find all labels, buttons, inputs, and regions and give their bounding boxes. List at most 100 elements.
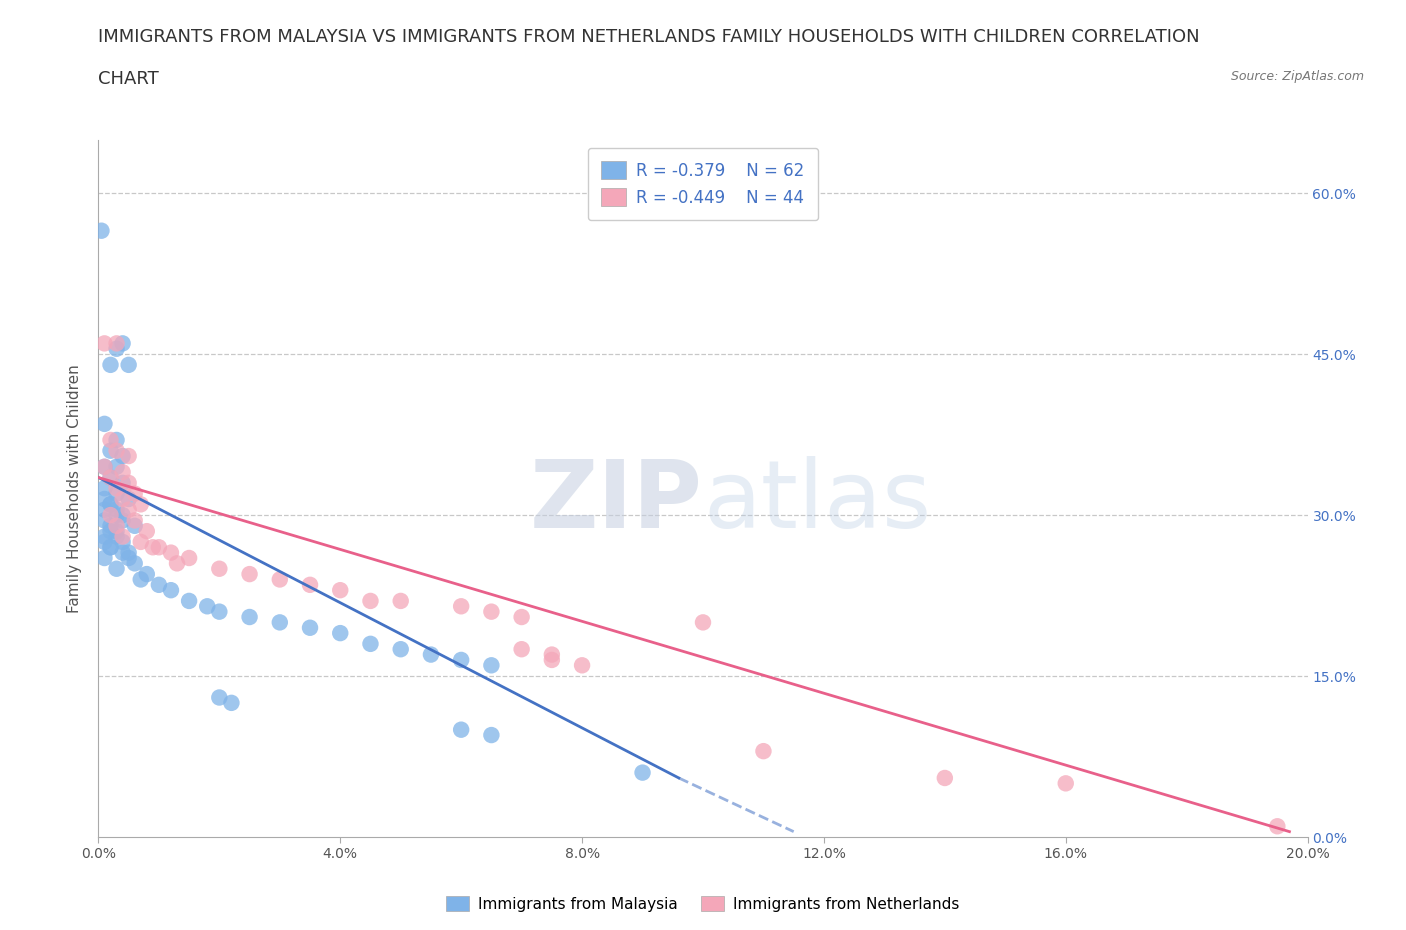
Point <box>111 535 134 550</box>
Point <box>93 492 115 507</box>
Point <box>111 508 134 523</box>
Point <box>221 696 243 711</box>
Point <box>540 647 562 662</box>
Point <box>481 727 503 742</box>
Point <box>118 502 141 517</box>
Point <box>105 336 128 351</box>
Point <box>752 744 775 759</box>
Point <box>389 593 412 608</box>
Point <box>100 497 122 512</box>
Point <box>208 562 231 577</box>
Point <box>93 481 115 496</box>
Point <box>93 417 115 432</box>
Point <box>100 432 122 447</box>
Point <box>100 470 122 485</box>
Point <box>105 459 128 474</box>
Point <box>269 572 291 587</box>
Point <box>160 545 183 560</box>
Text: atlas: atlas <box>703 457 931 548</box>
Point <box>179 551 201 565</box>
Point <box>105 529 128 544</box>
Point <box>105 502 128 517</box>
Point <box>179 593 201 608</box>
Point <box>105 486 128 501</box>
Point <box>118 551 141 565</box>
Point <box>118 448 141 463</box>
Point <box>111 529 134 544</box>
Point <box>100 539 122 554</box>
Point <box>105 444 128 458</box>
Point <box>510 609 533 624</box>
Point <box>571 658 593 672</box>
Point <box>239 566 262 581</box>
Point <box>124 486 146 501</box>
Point <box>299 578 322 592</box>
Point <box>540 653 562 668</box>
Point <box>142 539 165 554</box>
Point <box>299 620 322 635</box>
Text: IMMIGRANTS FROM MALAYSIA VS IMMIGRANTS FROM NETHERLANDS FAMILY HOUSEHOLDS WITH C: IMMIGRANTS FROM MALAYSIA VS IMMIGRANTS F… <box>98 28 1201 46</box>
Point <box>481 658 503 672</box>
Point <box>129 535 152 550</box>
Point <box>111 513 134 528</box>
Point <box>105 562 128 577</box>
Point <box>93 529 115 544</box>
Point <box>135 524 157 538</box>
Point <box>450 653 472 668</box>
Text: CHART: CHART <box>98 70 159 87</box>
Point <box>934 771 956 786</box>
Point <box>100 497 122 512</box>
Point <box>129 497 152 512</box>
Point <box>100 470 122 485</box>
Point <box>450 723 472 737</box>
Point <box>124 556 146 571</box>
Legend: Immigrants from Malaysia, Immigrants from Netherlands: Immigrants from Malaysia, Immigrants fro… <box>440 889 966 918</box>
Point <box>129 572 152 587</box>
Point <box>1054 776 1077 790</box>
Point <box>208 604 231 619</box>
Legend: R = -0.379    N = 62, R = -0.449    N = 44: R = -0.379 N = 62, R = -0.449 N = 44 <box>588 148 818 220</box>
Point <box>360 593 382 608</box>
Point <box>105 481 128 496</box>
Point <box>481 604 503 619</box>
Point <box>420 647 443 662</box>
Point <box>93 459 115 474</box>
Text: Source: ZipAtlas.com: Source: ZipAtlas.com <box>1230 70 1364 83</box>
Point <box>135 566 157 581</box>
Text: ZIP: ZIP <box>530 457 703 548</box>
Point <box>111 336 134 351</box>
Point <box>329 626 352 641</box>
Point <box>105 341 128 356</box>
Point <box>90 223 112 238</box>
Point <box>1267 818 1289 833</box>
Point <box>100 518 122 533</box>
Point <box>100 539 122 554</box>
Point <box>93 336 115 351</box>
Point <box>450 599 472 614</box>
Point <box>93 459 115 474</box>
Point <box>93 502 115 517</box>
Point <box>105 518 128 533</box>
Point <box>160 583 183 598</box>
Point <box>166 556 188 571</box>
Point <box>100 357 122 372</box>
Point <box>118 475 141 490</box>
Point <box>105 508 128 523</box>
Point <box>111 475 134 490</box>
Point <box>148 539 170 554</box>
Point <box>148 578 170 592</box>
Point <box>118 357 141 372</box>
Point <box>111 545 134 560</box>
Point <box>105 432 128 447</box>
Point <box>93 535 115 550</box>
Point <box>239 609 262 624</box>
Point <box>100 524 122 538</box>
Point <box>208 690 231 705</box>
Point <box>105 524 128 538</box>
Point <box>111 492 134 507</box>
Point <box>631 765 654 780</box>
Point <box>269 615 291 630</box>
Point <box>510 642 533 657</box>
Point <box>692 615 714 630</box>
Point <box>360 636 382 651</box>
